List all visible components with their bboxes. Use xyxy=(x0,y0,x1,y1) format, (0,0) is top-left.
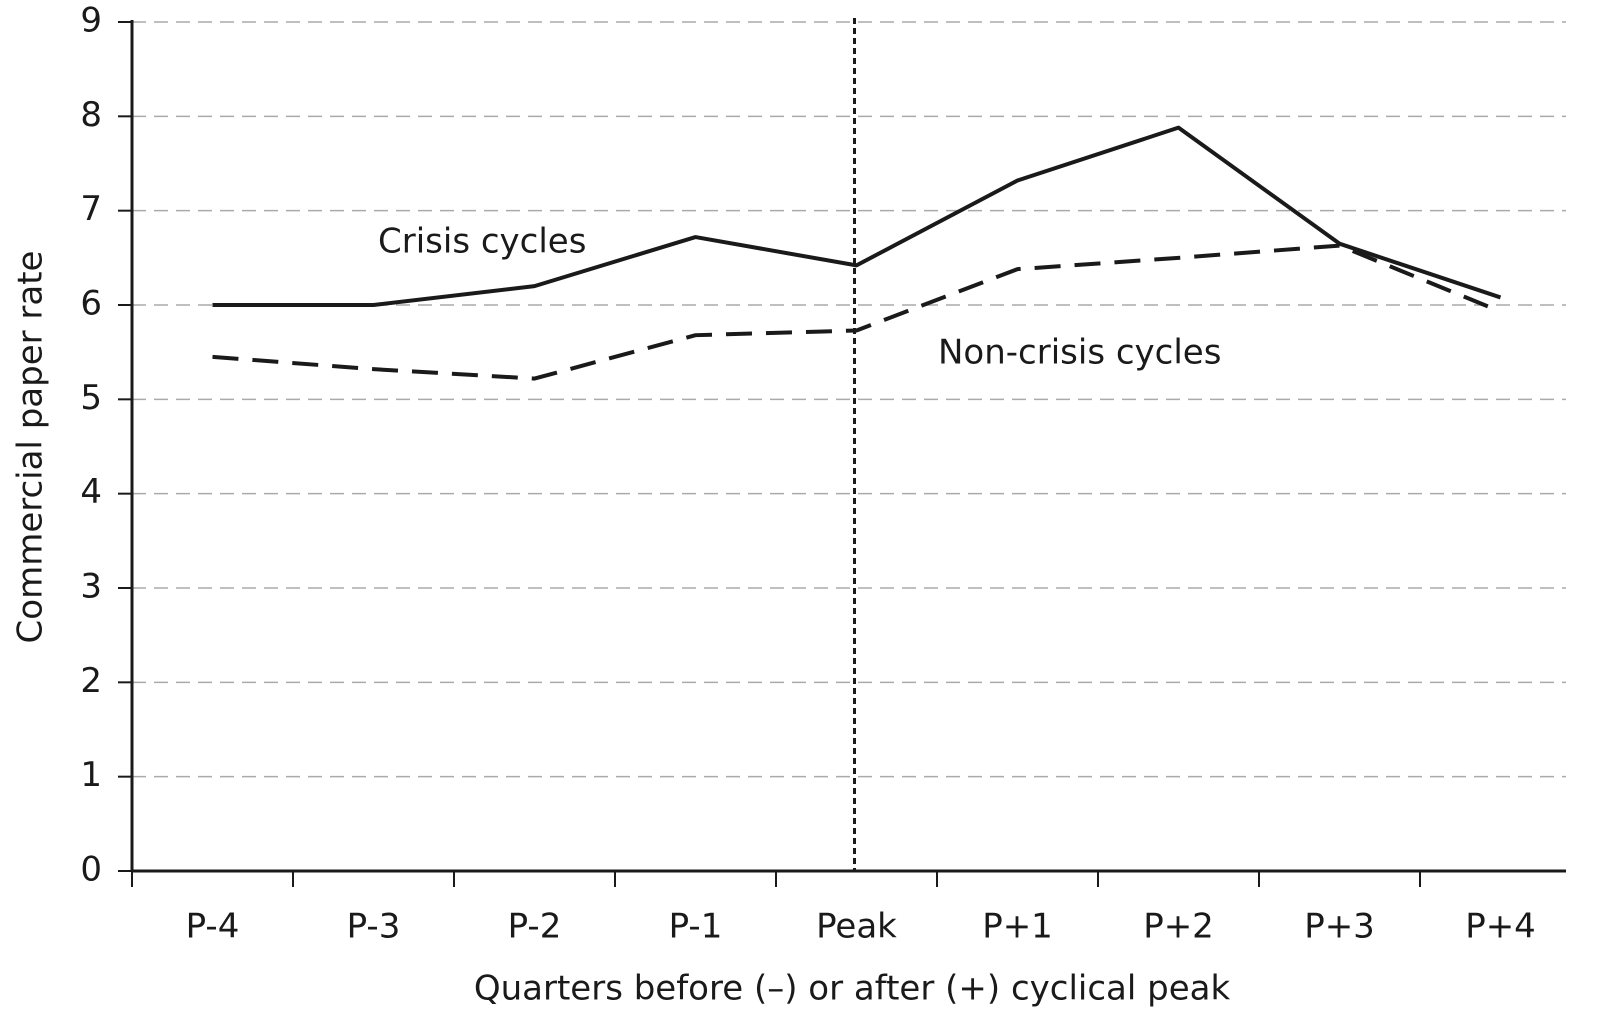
y-tick-label: 8 xyxy=(80,95,102,135)
series-line xyxy=(212,243,1502,381)
y-tick-label: 5 xyxy=(80,378,102,418)
x-tick-label: Peak xyxy=(816,907,897,947)
x-tick-label: P-3 xyxy=(347,907,401,947)
x-tick-label: P-4 xyxy=(186,907,240,947)
series-label: Crisis cycles xyxy=(378,222,586,262)
y-tick-label: 9 xyxy=(80,1,102,41)
x-tick-label: P+4 xyxy=(1465,907,1536,947)
y-tick-label: 1 xyxy=(80,755,102,795)
y-tick-label: 2 xyxy=(80,661,102,701)
x-tick-label: P+3 xyxy=(1304,907,1375,947)
y-axis-label: Commercial paper rate xyxy=(11,251,51,644)
y-tick-label: 4 xyxy=(80,472,102,512)
x-tick-label: P-1 xyxy=(669,907,723,947)
x-tick-label: P+2 xyxy=(1143,907,1214,947)
x-tick-label: P-2 xyxy=(508,907,562,947)
series-line xyxy=(212,125,1502,307)
x-axis-label: Quarters before (–) or after (+) cyclica… xyxy=(474,969,1231,1009)
series-label: Non-crisis cycles xyxy=(938,333,1221,373)
y-tick-label: 6 xyxy=(80,284,102,324)
y-tick-label: 3 xyxy=(80,567,102,607)
y-tick-label: 7 xyxy=(80,189,102,229)
y-tick-label: 0 xyxy=(80,850,102,890)
x-tick-label: P+1 xyxy=(982,907,1053,947)
